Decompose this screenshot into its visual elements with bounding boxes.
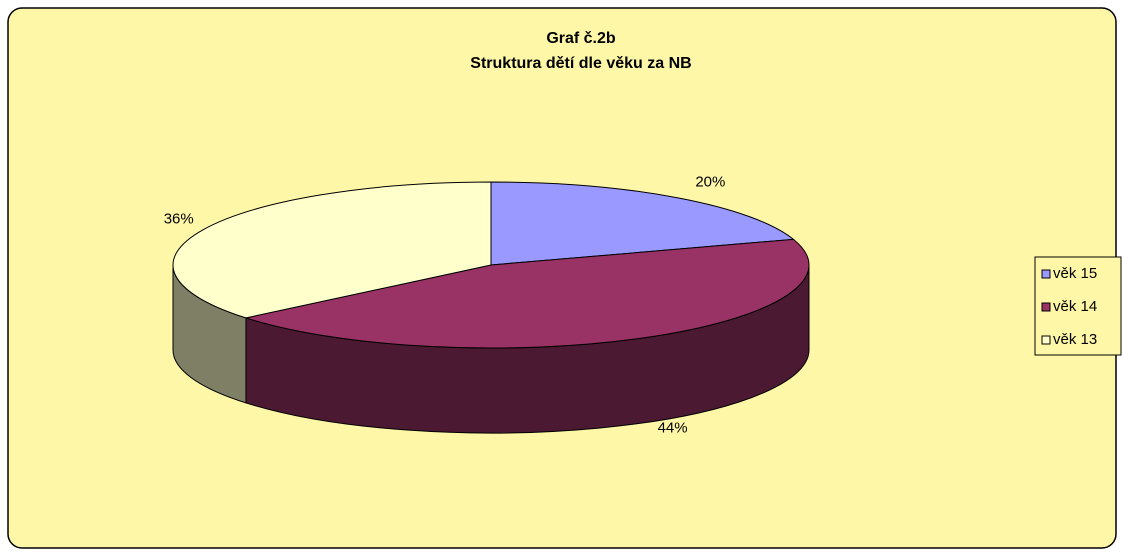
pie-slice bbox=[490, 181, 795, 266]
pie-slice bbox=[244, 238, 810, 349]
data-label: 36% bbox=[164, 210, 194, 227]
legend-label: věk 13 bbox=[1053, 331, 1097, 348]
data-label: 44% bbox=[658, 420, 688, 437]
chart-title: Graf č.2b bbox=[546, 30, 616, 47]
pie-slice bbox=[172, 181, 492, 319]
legend-label: věk 15 bbox=[1053, 265, 1097, 282]
legend-swatch bbox=[1041, 302, 1051, 312]
legend-label: věk 14 bbox=[1053, 298, 1097, 315]
legend-swatch bbox=[1041, 269, 1051, 279]
chart-subtitle: Struktura dětí dle věku za NB bbox=[470, 55, 691, 72]
data-label: 20% bbox=[695, 174, 725, 191]
legend-swatch bbox=[1041, 335, 1051, 345]
